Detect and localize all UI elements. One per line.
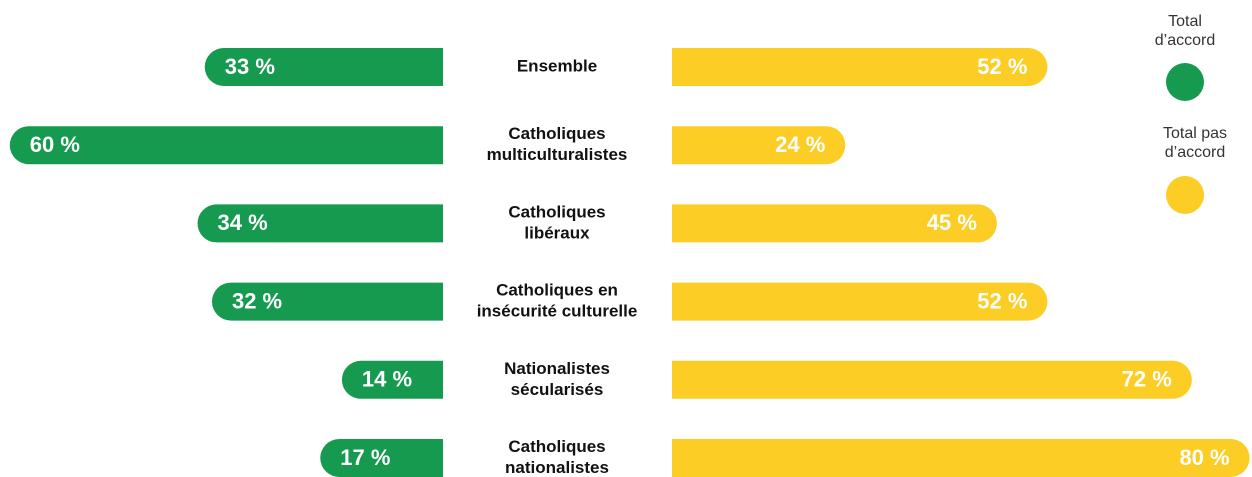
bar [197, 204, 443, 243]
category-label: Catholiques [508, 202, 605, 221]
category-label: Ensemble [517, 56, 597, 75]
category-label: Nationalistes [504, 359, 610, 378]
bar [672, 204, 997, 243]
bar [341, 360, 443, 399]
bar [672, 48, 1048, 86]
category-label: sécularisés [511, 380, 604, 399]
value-label: 80 % [1179, 445, 1229, 470]
value-label: 32 % [232, 288, 282, 313]
value-label: 45 % [927, 210, 977, 235]
legend-swatch [1166, 176, 1204, 214]
category-label: multiculturalistes [487, 145, 628, 164]
category-label: Catholiques [508, 124, 605, 143]
legend-label: Total pas d’accord [1162, 125, 1228, 161]
bar [204, 48, 443, 86]
bar [672, 126, 846, 165]
category-label: Catholiques [508, 437, 605, 456]
value-label: 24 % [775, 132, 825, 157]
bar [211, 282, 443, 321]
bar [320, 439, 443, 477]
bar [672, 282, 1048, 321]
value-label: 17 % [340, 445, 390, 470]
value-label: 52 % [977, 54, 1027, 79]
category-label: libéraux [524, 223, 590, 242]
value-label: 34 % [218, 210, 268, 235]
bar [9, 126, 444, 165]
bar [672, 360, 1192, 399]
value-label: 33 % [225, 54, 275, 79]
category-label: nationalistes [505, 458, 609, 477]
value-label: 72 % [1122, 367, 1172, 392]
legend-swatch [1166, 63, 1204, 101]
bar [672, 439, 1250, 477]
value-label: 14 % [362, 367, 412, 392]
category-label: insécurité culturelle [477, 302, 638, 321]
value-label: 60 % [30, 132, 80, 157]
value-label: 52 % [977, 288, 1027, 313]
legend-label: Total d’accord [1154, 13, 1216, 49]
category-label: Catholiques en [496, 281, 618, 300]
